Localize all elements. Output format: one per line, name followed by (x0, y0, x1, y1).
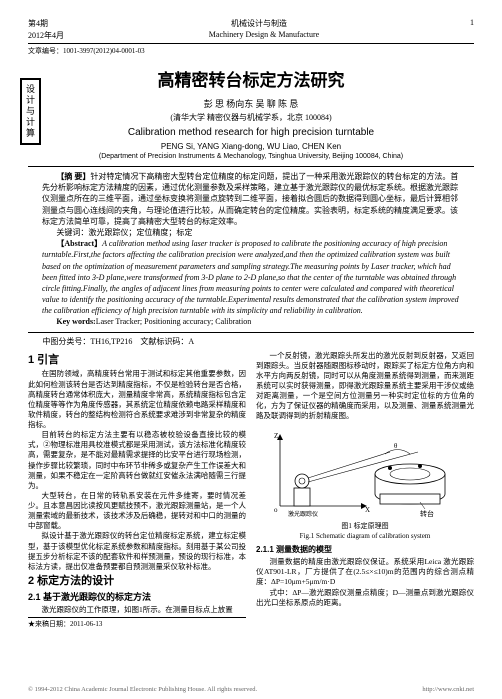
section-2-1-1-para: 测量数据的精度由激光跟踪仪保证。系统采用Leica 激光跟踪仪AT901-LR，… (256, 557, 474, 587)
figure-tracker-label: 激光跟踪仪 (288, 510, 318, 518)
affiliation-en: (Department of Precision Instruments & M… (28, 153, 474, 160)
authors-cn: 彭 思 杨向东 吴 聊 陈 恳 (28, 97, 474, 110)
figure-1-svg: Z X o 激光跟踪仪 θ (270, 426, 460, 521)
svg-text:o: o (274, 506, 278, 514)
title-cn: 高精密转台标定方法研究 (28, 66, 474, 91)
section-2-heading: 2 标定方法的设计 (28, 574, 246, 589)
authors-en: PENG Si, YANG Xiang-dong, WU Liao, CHEN … (28, 142, 474, 151)
svg-text:X: X (365, 506, 370, 514)
issue-date: 2012年4月 (28, 30, 64, 41)
section-tag: 设计与计算 (20, 78, 41, 145)
column-left: 1 引言 在国防领域，高精度转台常用于测试和标定其他重要参数，因此如何检测该转台… (28, 351, 246, 630)
abstract-cn: 【摘 要】针对特定情况下高精密大型转台定位精度的标定问题，提出了一种采用激光跟踪… (42, 171, 460, 227)
footer-bar: © 1994-2012 China Academic Journal Elect… (28, 686, 474, 693)
header-row-2: 2012年4月 Machinery Design & Manufacture (28, 30, 474, 44)
footer-right: http://www.cnki.net (422, 686, 474, 693)
section-2-1-1-heading: 2.1.1 测量数据的模型 (256, 545, 474, 556)
abstract-en: 【Abstract】A calibration method using las… (42, 238, 460, 316)
journal-name-cn: 机械设计与制造 (48, 18, 470, 29)
abstract-box: 【摘 要】针对特定情况下高精密大型转台定位精度的标定问题，提出了一种采用激光跟踪… (28, 166, 474, 333)
issn-line: 文章编号：1001-3997(2012)04-0001-03 (28, 46, 474, 56)
section-2-1-para: 激光跟踪仪的工作原理，如图1所示。在测量目标点上放置 (28, 605, 246, 615)
section-1-para-2: 目前转台的标定方法主要有以稳态被校验设备直接比较的模式，②物理标准用具校准模式都… (28, 430, 246, 491)
column-right: 一个反射镜，激光跟踪头所发出的激光反射到反射器，又返回到跟踪头。当反射器随跟图标… (256, 351, 474, 630)
page-number: 1 (470, 18, 474, 29)
section-1-heading: 1 引言 (28, 353, 246, 368)
figure-1: Z X o 激光跟踪仪 θ (256, 424, 474, 544)
section-1-para-3: 大型转台，在日常的转轨系安装在元件多维寄，要时情况差少。且本意昌因比读按风更赋技… (28, 491, 246, 532)
figure-1-caption-cn: 图1 标定原理图 (258, 522, 472, 531)
keywords-cn: 关键词：激光跟踪仪；定位精度；标定 (42, 227, 460, 238)
section-1-para-4: 拟设计基于激光跟踪仪的转台定位精度标定系统，建立标定模型，基于该模型优化标定系统… (28, 531, 246, 572)
figure-1-caption-en: Fig.1 Schematic diagram of calibration s… (258, 532, 472, 541)
footnote: ★来稿日期：2011-06-13 (28, 617, 246, 629)
issue-number: 第4期 (28, 18, 48, 29)
section-2-1-heading: 2.1 基于激光跟踪仪的标定方法 (28, 591, 246, 603)
svg-text:Z: Z (274, 432, 278, 440)
body-columns: 1 引言 在国防领域，高精度转台常用于测试和标定其他重要参数，因此如何检测该转台… (28, 351, 474, 630)
header-row-1: 第4期 机械设计与制造 1 (28, 18, 474, 29)
footer-left: © 1994-2012 China Academic Journal Elect… (28, 686, 257, 693)
keywords-en: Key words:Laser Tracker; Positioning acc… (42, 316, 460, 327)
journal-name-en: Machinery Design & Manufacture (64, 30, 464, 41)
col2-para-1: 一个反射镜，激光跟踪头所发出的激光反射到反射器，又返回到跟踪头。当反射器随跟图标… (256, 351, 474, 422)
section-1-para-1: 在国防领域，高精度转台常用于测试和标定其他重要参数，因此如何检测该转台是否达到精… (28, 369, 246, 430)
section-2-1-1-eq: 式中：ΔP—激光跟踪仪测量点精度；D—测量点到激光跟踪仪出光口坐标系原点的距离。 (256, 588, 474, 608)
classification-line: 中图分类号：TH16,TP216 文献标识码：A (28, 336, 474, 347)
figure-turntable-label: 转台 (420, 509, 434, 518)
affiliation-cn: (清华大学 精密仪器与机械学系，北京 100084) (28, 112, 474, 123)
svg-text:θ: θ (394, 442, 398, 450)
title-en: Calibration method research for high pre… (28, 127, 474, 138)
